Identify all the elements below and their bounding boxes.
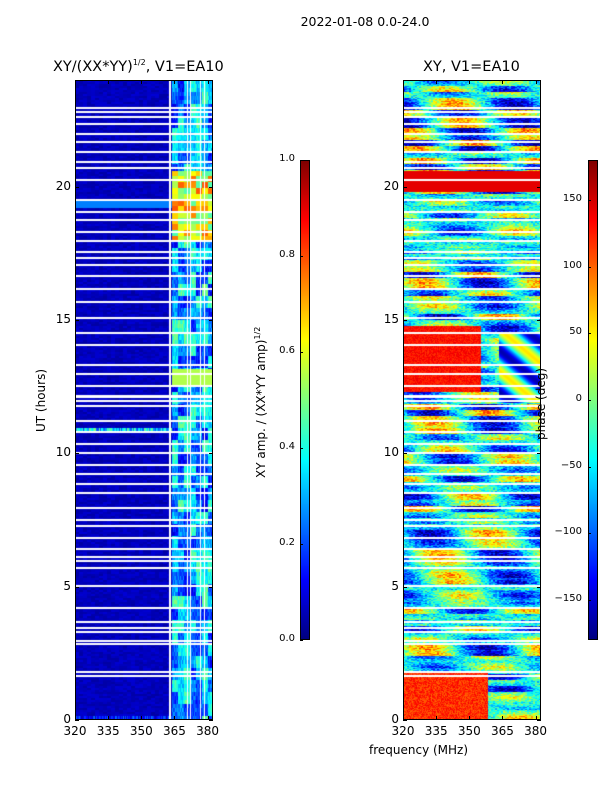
y-tick-mark xyxy=(75,720,79,721)
colorbar-tick-label: 0.6 xyxy=(279,345,295,356)
x-tick-mark xyxy=(141,80,143,84)
y-tick-mark xyxy=(209,586,213,588)
right-plot-title: XY, V1=EA10 xyxy=(423,59,520,75)
y-tick-label: 0 xyxy=(63,712,71,726)
x-tick-label: 365 xyxy=(490,724,514,738)
x-tick-mark xyxy=(436,716,438,720)
x-tick-mark xyxy=(403,80,404,84)
colorbar-tick-mark xyxy=(588,466,591,468)
colorbar-tick-label: 0 xyxy=(575,393,582,404)
colorbar-tick-label: 1.0 xyxy=(279,153,295,164)
x-axis-label: frequency (MHz) xyxy=(369,743,469,757)
x-tick-label: 350 xyxy=(129,724,153,738)
colorbar-tick-label: 0.4 xyxy=(279,441,295,452)
x-tick-mark xyxy=(174,716,176,720)
x-tick-mark xyxy=(502,80,504,84)
left-amplitude-heatmap xyxy=(75,80,212,720)
colorbar-tick-label: 100 xyxy=(562,259,582,271)
x-tick-mark xyxy=(108,716,110,720)
x-tick-mark xyxy=(403,716,404,720)
y-tick-mark xyxy=(403,720,407,721)
x-tick-label: 335 xyxy=(424,724,448,738)
colorbar-tick-mark xyxy=(300,352,303,353)
phase-colorbar-label: phase (deg) xyxy=(534,367,548,440)
colorbar-tick-mark xyxy=(300,160,303,161)
y-tick-label: 15 xyxy=(55,312,71,326)
right-phase-heatmap xyxy=(403,80,540,720)
colorbar-tick-label: 0.8 xyxy=(279,249,295,260)
y-tick-label: 0 xyxy=(391,712,399,726)
y-tick-mark xyxy=(537,186,541,188)
y-tick-mark xyxy=(75,186,79,188)
y-tick-mark xyxy=(537,586,541,588)
colorbar-tick-label: 150 xyxy=(562,193,582,204)
x-tick-mark xyxy=(535,80,537,84)
left-plot-title: XY/(XX*YY)1/2, V1=EA10 xyxy=(53,58,224,75)
y-tick-mark xyxy=(209,186,213,188)
y-tick-label: 10 xyxy=(55,445,71,460)
x-tick-mark xyxy=(108,80,110,84)
y-tick-mark xyxy=(403,320,407,321)
x-tick-label: 335 xyxy=(96,724,120,738)
colorbar-tick-label: −50 xyxy=(560,459,582,471)
y-tick-mark xyxy=(403,453,407,455)
y-tick-label: 20 xyxy=(55,178,71,193)
x-tick-label: 320 xyxy=(391,724,415,738)
x-tick-label: 350 xyxy=(457,724,481,738)
colorbar-tick-mark xyxy=(300,256,303,257)
x-tick-mark xyxy=(436,80,438,84)
colorbar-tick-label: 50 xyxy=(569,326,582,338)
figure-title: 2022-01-08 0.0-24.0 xyxy=(300,14,430,29)
y-tick-mark xyxy=(537,320,541,321)
colorbar-tick-label: −100 xyxy=(554,526,582,538)
y-tick-mark xyxy=(209,720,213,721)
colorbar-tick-mark xyxy=(300,448,303,449)
y-tick-label: 15 xyxy=(383,312,399,326)
x-tick-mark xyxy=(207,716,209,720)
x-tick-label: 320 xyxy=(63,724,87,738)
colorbar-tick-mark xyxy=(588,200,591,201)
x-tick-mark xyxy=(75,80,76,84)
y-tick-mark xyxy=(75,586,79,588)
left-y-axis-label: UT (hours) xyxy=(34,368,48,432)
colorbar-tick-mark xyxy=(300,640,303,641)
amplitude-colorbar xyxy=(300,160,309,640)
colorbar-tick-label: 0.2 xyxy=(279,537,295,548)
y-tick-mark xyxy=(75,320,79,321)
x-tick-label: 380 xyxy=(196,724,220,738)
colorbar-tick-mark xyxy=(588,533,591,535)
x-tick-label: 380 xyxy=(524,724,548,738)
x-tick-mark xyxy=(535,716,537,720)
y-tick-mark xyxy=(403,186,407,188)
colorbar-tick-label: −150 xyxy=(554,593,582,604)
phase-colorbar xyxy=(588,160,597,640)
y-tick-label: 5 xyxy=(63,578,71,593)
y-tick-mark xyxy=(209,453,213,455)
x-tick-mark xyxy=(174,80,176,84)
colorbar-tick-mark xyxy=(588,400,591,401)
colorbar-tick-mark xyxy=(588,266,591,268)
y-tick-mark xyxy=(537,453,541,455)
colorbar-tick-mark xyxy=(300,544,303,545)
x-tick-mark xyxy=(469,80,471,84)
x-tick-mark xyxy=(502,716,504,720)
y-tick-mark xyxy=(75,453,79,455)
x-tick-mark xyxy=(469,716,471,720)
y-tick-label: 10 xyxy=(383,445,399,460)
x-tick-mark xyxy=(75,716,76,720)
y-tick-label: 5 xyxy=(391,578,399,593)
x-tick-label: 365 xyxy=(162,724,186,738)
amplitude-colorbar-label: XY amp. / (XX*YY amp)1/2 xyxy=(253,326,268,478)
y-tick-mark xyxy=(209,320,213,321)
x-tick-mark xyxy=(207,80,209,84)
x-tick-mark xyxy=(141,716,143,720)
colorbar-tick-label: 0.0 xyxy=(279,633,295,644)
colorbar-tick-mark xyxy=(588,600,591,601)
y-tick-label: 20 xyxy=(383,178,399,193)
y-tick-mark xyxy=(403,586,407,588)
colorbar-tick-mark xyxy=(588,333,591,335)
y-tick-mark xyxy=(537,720,541,721)
